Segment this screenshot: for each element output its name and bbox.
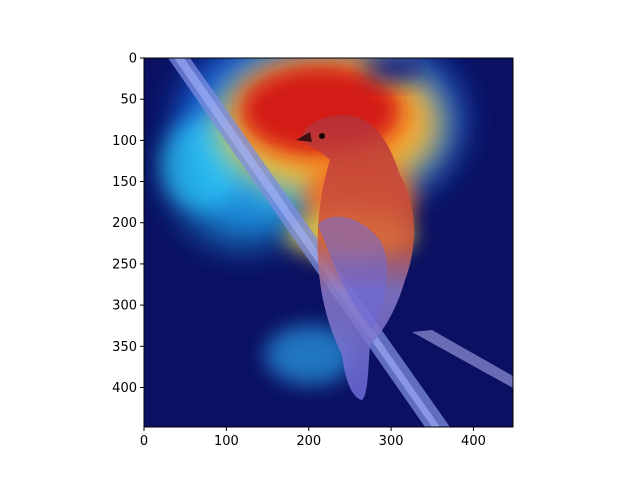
y-tick-label: 0 — [129, 52, 137, 67]
axes-frame — [143, 57, 514, 428]
x-tick-label: 200 — [296, 434, 321, 449]
x-tick-label: 100 — [214, 434, 239, 449]
y-tick-label: 50 — [120, 93, 137, 108]
y-tick-label: 150 — [112, 175, 137, 190]
y-tick-label: 300 — [112, 299, 137, 314]
x-tick-label: 0 — [140, 434, 148, 449]
heatmap-image — [144, 58, 513, 427]
y-tick-label: 250 — [112, 257, 137, 272]
x-tick-label: 300 — [379, 434, 404, 449]
y-axis: 0 50 100 150 200 250 300 350 400 — [112, 52, 144, 396]
y-tick-label: 400 — [112, 381, 137, 396]
y-tick-label: 350 — [112, 340, 137, 355]
y-tick-label: 200 — [112, 216, 137, 231]
x-tick-label: 400 — [461, 434, 486, 449]
x-axis: 0 100 200 300 400 — [140, 427, 486, 449]
bird — [296, 115, 415, 400]
y-tick-label: 100 — [112, 134, 137, 149]
